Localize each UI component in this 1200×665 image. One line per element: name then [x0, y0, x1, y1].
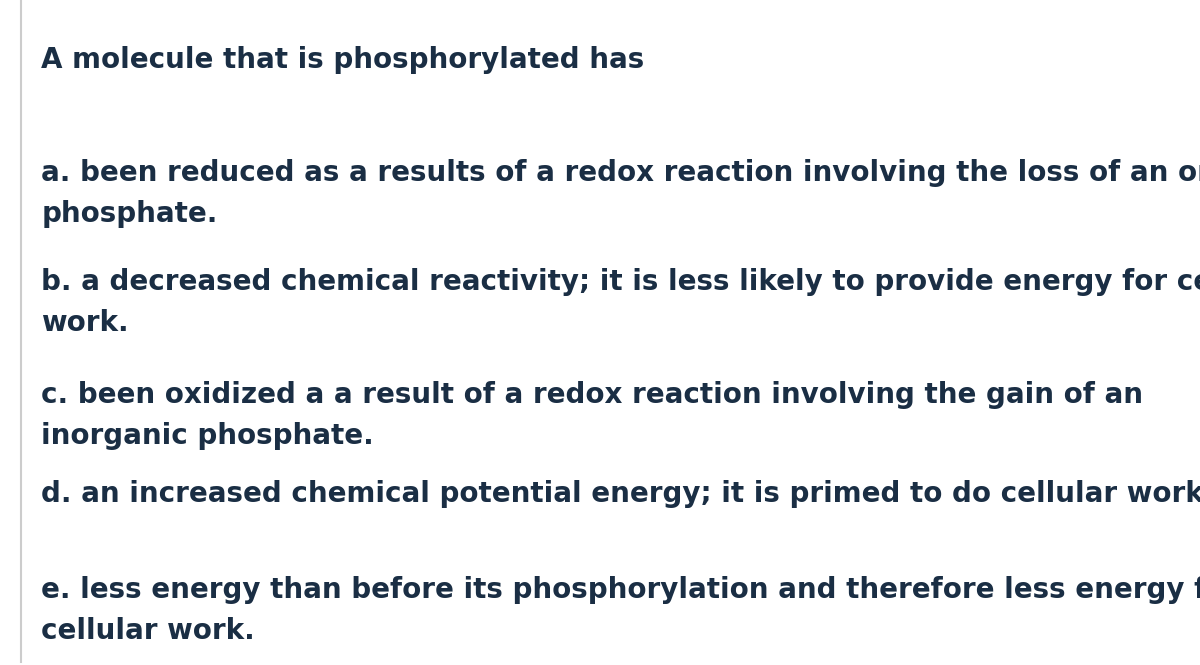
- Text: d. an increased chemical potential energy; it is primed to do cellular work.: d. an increased chemical potential energ…: [42, 480, 1200, 508]
- Text: b. a decreased chemical reactivity; it is less likely to provide energy for cell: b. a decreased chemical reactivity; it i…: [42, 268, 1200, 337]
- Text: e. less energy than before its phosphorylation and therefore less energy for
cel: e. less energy than before its phosphory…: [42, 577, 1200, 646]
- Text: a. been reduced as a results of a redox reaction involving the loss of an organi: a. been reduced as a results of a redox …: [42, 159, 1200, 228]
- Text: c. been oxidized a a result of a redox reaction involving the gain of an
inorgan: c. been oxidized a a result of a redox r…: [42, 381, 1144, 450]
- Text: A molecule that is phosphorylated has: A molecule that is phosphorylated has: [42, 47, 644, 74]
